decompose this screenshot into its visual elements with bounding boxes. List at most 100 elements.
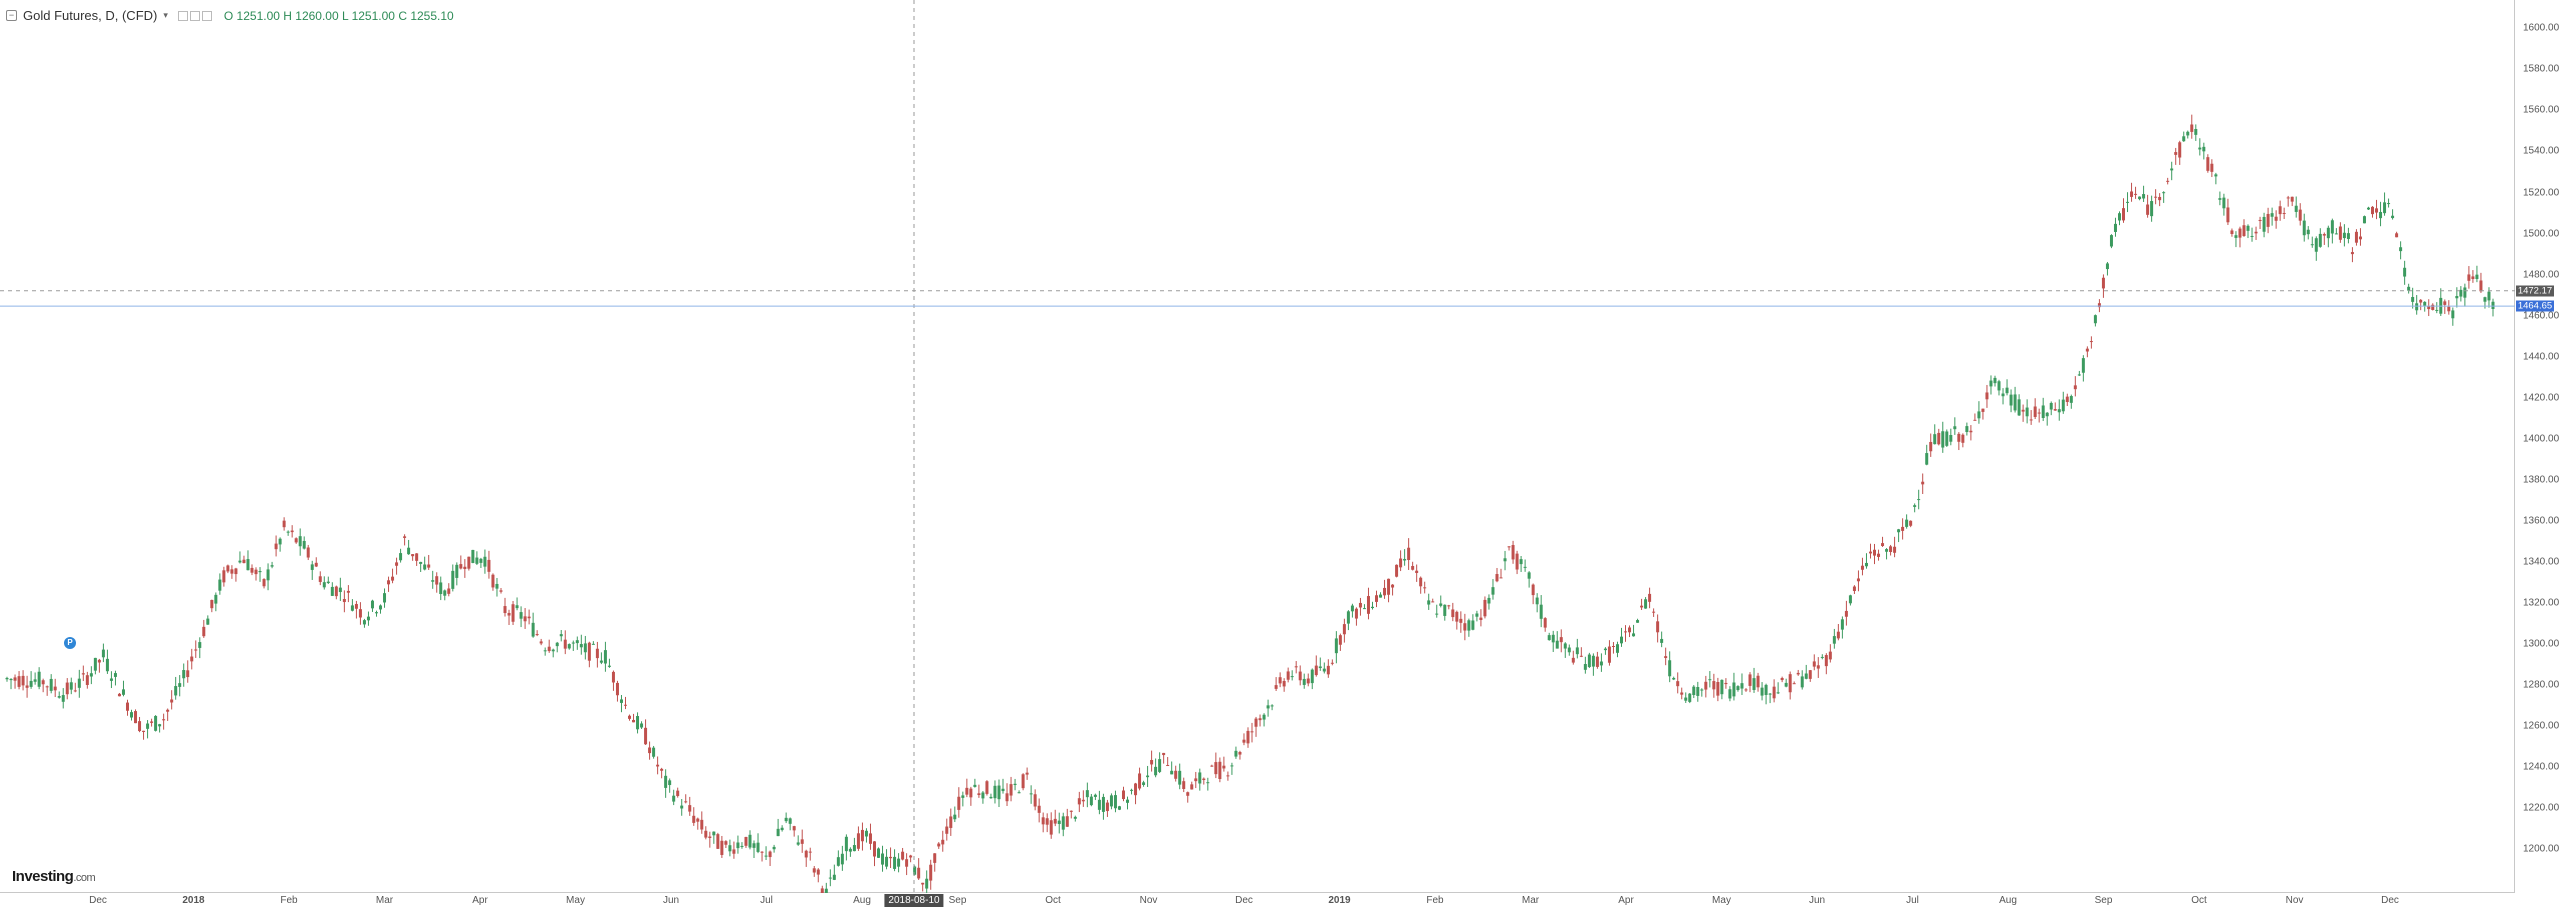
candle-body (354, 603, 358, 609)
eye-icon[interactable] (177, 10, 188, 21)
chart-plot-area[interactable]: − Gold Futures, D, (CFD) ▾ O 1251.00 H 1… (0, 0, 2515, 905)
candle-body (1278, 677, 1282, 684)
candle-body (1752, 678, 1756, 690)
candle-body (816, 869, 820, 875)
candle-body (5, 677, 9, 680)
candle-body (623, 704, 627, 706)
time-axis[interactable]: Dec 2018 Feb Mar Apr May Jun Jul Aug Sep Oct Nov Dec… (0, 893, 2515, 911)
candle-body (467, 556, 471, 569)
candle-body (1113, 795, 1117, 809)
candle-body (965, 787, 969, 795)
candle-body (507, 612, 511, 616)
candle-body (636, 716, 640, 730)
candle-body (808, 851, 812, 853)
candle-body (93, 657, 97, 671)
candle-body (1836, 631, 1840, 639)
candle-body (2029, 419, 2033, 421)
candle-body (652, 747, 656, 757)
candle-body (1354, 608, 1358, 619)
candle-body (234, 568, 238, 575)
candle-body (1873, 549, 1877, 556)
candle-body (2379, 211, 2383, 219)
settings-icon[interactable] (189, 10, 200, 21)
candle-body (1387, 578, 1391, 595)
candle-body (1234, 750, 1238, 757)
candle-body (1784, 682, 1788, 687)
candle-body (925, 878, 929, 889)
candle-body (310, 564, 314, 570)
candle-body (1053, 818, 1057, 824)
candle-body (1174, 770, 1178, 779)
candle-body (535, 634, 539, 636)
candle-body (1997, 381, 2001, 391)
candle-body (1531, 584, 1535, 596)
candle-body (214, 594, 218, 604)
candle-body (2435, 309, 2439, 311)
candle-body (2459, 289, 2463, 297)
candle-body (1226, 775, 1230, 777)
candle-body (499, 590, 503, 592)
candle-body (2286, 197, 2290, 199)
candle-body (1274, 685, 1278, 689)
candle-body (748, 834, 752, 848)
candle-body (1178, 770, 1182, 785)
candle-body (1636, 620, 1640, 623)
candle-body (2362, 216, 2366, 224)
candle-body (728, 845, 732, 852)
candle-body (1543, 618, 1547, 628)
candle-body (2190, 124, 2194, 132)
candle-body (2455, 296, 2459, 299)
candle-body (2407, 286, 2411, 291)
candle-body (1282, 681, 1286, 687)
candle-body (1057, 820, 1061, 825)
candle-body (1700, 689, 1704, 691)
candle-body (226, 565, 230, 572)
candle-body (483, 556, 487, 567)
candle-body (812, 868, 816, 873)
candle-body (254, 569, 258, 575)
candle-body (1230, 765, 1234, 767)
candle-body (1459, 618, 1463, 623)
event-marker-icon[interactable]: P (64, 637, 76, 649)
candle-body (684, 801, 688, 803)
close-icon[interactable] (201, 10, 212, 21)
candle-body (1744, 689, 1748, 691)
candlestick-plot[interactable] (0, 0, 2515, 905)
candle-body (700, 819, 704, 830)
candle-body (2210, 163, 2214, 172)
candle-body (2350, 252, 2354, 255)
candle-body (1619, 636, 1623, 644)
collapse-legend-icon[interactable]: − (6, 10, 17, 21)
candle-body (1901, 526, 1905, 531)
ohlc-low: L 1251.00 (342, 8, 395, 23)
candle-body (495, 583, 499, 589)
candle-body (1632, 633, 1636, 637)
candle-body (1957, 433, 1961, 442)
candle-body (1885, 549, 1889, 552)
price-tick-label: 1200.00 (2523, 843, 2560, 855)
candle-body (150, 721, 154, 723)
candle-body (1792, 683, 1796, 685)
candle-body (901, 851, 905, 860)
candle-body (2294, 205, 2298, 212)
candle-body (2202, 146, 2206, 152)
candle-body (2222, 197, 2226, 209)
candle-body (162, 719, 166, 721)
candle-body (1138, 773, 1142, 789)
candle-body (1126, 799, 1130, 803)
candle-body (2194, 128, 2198, 135)
candle-body (2049, 402, 2053, 410)
candle-body (491, 574, 495, 588)
time-tick-label: Jul (1906, 895, 1919, 906)
candle-body (1342, 624, 1346, 635)
candle-body (2463, 287, 2467, 298)
candle-body (146, 723, 150, 729)
candle-body (1471, 620, 1475, 630)
candle-body (198, 642, 202, 648)
candle-body (1708, 679, 1712, 681)
price-axis[interactable]: 1200.00 1220.00 1240.00 1260.00 1280.00 1300.… (2515, 0, 2560, 893)
candle-body (579, 644, 583, 648)
candle-body (479, 558, 483, 563)
chevron-down-icon[interactable]: ▾ (163, 10, 168, 20)
candle-body (527, 616, 531, 619)
